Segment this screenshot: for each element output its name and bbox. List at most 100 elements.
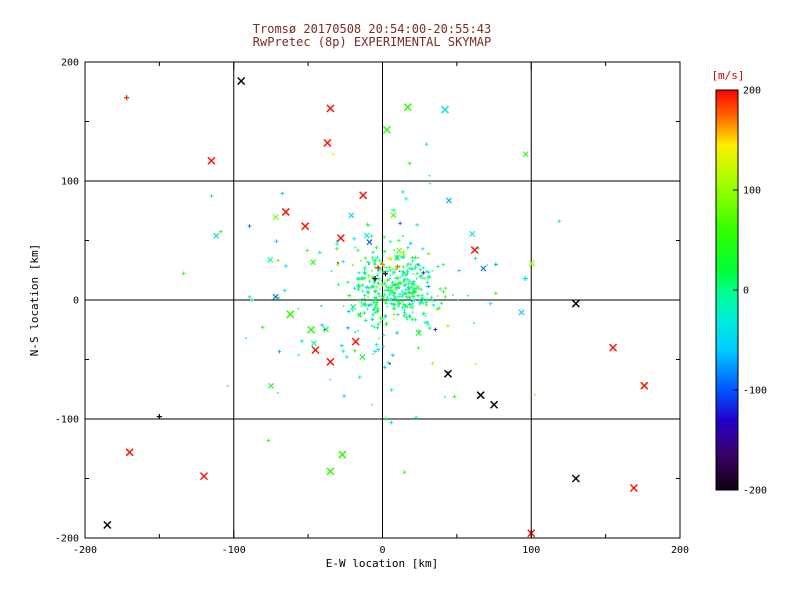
scatter-point xyxy=(431,269,433,272)
scatter-point xyxy=(433,300,436,302)
scatter-point xyxy=(389,274,392,277)
scatter-point xyxy=(411,311,414,313)
scatter-point xyxy=(412,307,414,310)
scatter-point xyxy=(382,296,384,299)
scatter-point xyxy=(354,331,356,333)
scatter-point xyxy=(372,325,377,329)
scatter-point xyxy=(374,245,379,250)
scatter-point xyxy=(277,349,282,354)
scatter-point xyxy=(357,375,362,380)
scatter-point xyxy=(367,296,369,298)
scatter-point xyxy=(414,287,418,291)
scatter-point xyxy=(473,256,478,261)
scatter-point xyxy=(425,280,430,285)
scatter-point xyxy=(378,316,383,320)
scatter-point xyxy=(391,302,395,306)
scatter-point xyxy=(335,241,340,246)
scatter-point xyxy=(421,270,426,275)
scatter-point xyxy=(356,284,361,288)
scatter-point xyxy=(362,293,367,298)
scatter-point xyxy=(400,273,405,278)
scatter-point xyxy=(339,343,344,348)
scatter-point xyxy=(406,318,409,321)
scatter-point xyxy=(373,349,377,354)
scatter-point xyxy=(402,315,405,318)
scatter-point xyxy=(378,265,380,268)
scatter-point xyxy=(417,263,421,268)
scatter-point xyxy=(267,256,274,263)
scatter-point xyxy=(426,275,430,279)
scatter-point xyxy=(470,245,479,255)
scatter-point xyxy=(417,328,421,333)
scatter-point xyxy=(338,450,347,459)
scatter-point xyxy=(405,305,410,309)
scatter-point xyxy=(396,302,401,306)
scatter-point xyxy=(421,277,423,279)
scatter-point xyxy=(360,301,367,308)
scatter-point xyxy=(393,283,396,286)
scatter-point xyxy=(386,360,391,365)
scatter-point xyxy=(412,283,416,287)
scatter-point xyxy=(401,265,406,269)
scatter-point xyxy=(391,291,396,295)
scatter-point xyxy=(399,255,404,259)
scatter-point xyxy=(426,270,431,274)
scatter-point xyxy=(398,221,403,226)
scatter-point xyxy=(413,267,416,270)
scatter-point xyxy=(311,345,320,355)
scatter-point xyxy=(383,315,388,319)
colorbar-tick-label: -200 xyxy=(743,486,767,497)
scatter-point xyxy=(395,284,397,286)
scatter-point xyxy=(457,299,459,302)
scatter-point xyxy=(388,240,393,244)
axis-tick-labels: -200 -100 0 100 200 -200 -100 0 100 200 xyxy=(55,58,689,557)
scatter-point xyxy=(411,259,415,263)
colorbar-gradient xyxy=(716,90,738,490)
scatter-point xyxy=(407,314,412,318)
scatter-point xyxy=(352,264,354,266)
scatter-point xyxy=(452,394,457,399)
scatter-point xyxy=(443,286,448,290)
scatter-point xyxy=(375,300,379,305)
scatter-point xyxy=(372,314,374,317)
scatter-point xyxy=(382,365,387,370)
scatter-point xyxy=(428,174,431,177)
colorbar-tick-label: 0 xyxy=(743,286,749,297)
scatter-point xyxy=(436,295,439,297)
scatter-point xyxy=(397,286,401,290)
scatter-point xyxy=(383,249,387,254)
scatter-point xyxy=(372,276,378,282)
scatter-point xyxy=(428,275,430,277)
scatter-point xyxy=(330,270,333,272)
scatter-point xyxy=(373,289,378,293)
scatter-point xyxy=(374,296,379,300)
scatter-point xyxy=(389,301,393,306)
scatter-point xyxy=(390,353,395,358)
scatter-point xyxy=(422,276,426,281)
scatter-point xyxy=(320,323,325,328)
scatter-point xyxy=(344,355,349,359)
scatter-point xyxy=(409,288,411,290)
scatter-point xyxy=(364,297,366,300)
scatter-point xyxy=(493,291,498,296)
scatter-point xyxy=(640,381,649,390)
scatter-point xyxy=(361,277,365,281)
scatter-point xyxy=(362,311,367,315)
scatter-point xyxy=(406,287,410,292)
scatter-point xyxy=(351,308,355,312)
scatter-point xyxy=(272,293,279,300)
colorbar-tick-label: -100 xyxy=(743,386,767,397)
scatter-point xyxy=(392,291,394,293)
scatter-point xyxy=(391,271,394,273)
scatter-point xyxy=(380,279,383,282)
scatter-point xyxy=(518,309,525,316)
scatter-point xyxy=(375,265,381,271)
scatter-point xyxy=(207,156,216,165)
scatter-point xyxy=(412,273,414,275)
scatter-point xyxy=(409,297,411,300)
scatter-point xyxy=(371,270,373,272)
scatter-point xyxy=(389,420,394,425)
scatter-point xyxy=(438,287,442,291)
scatter-point xyxy=(421,247,425,251)
scatter-point xyxy=(389,288,392,291)
